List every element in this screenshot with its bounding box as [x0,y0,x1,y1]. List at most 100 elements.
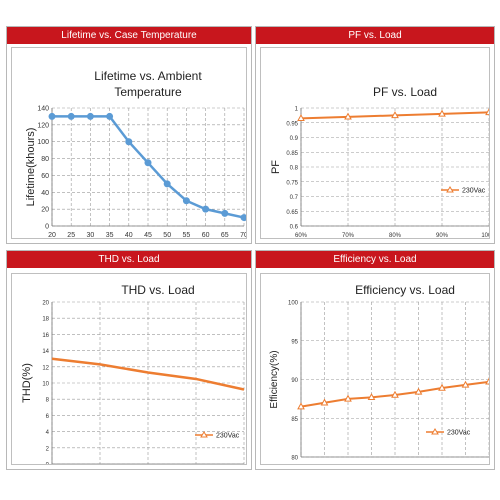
panel-efficiency: Efficiency vs. Load Efficiency vs. Load 8… [255,250,495,470]
panel-pf: PF vs. Load PF vs. Load 0.6 0.65 0.7 0.75 0.8… [255,26,495,244]
chart-box: PF vs. Load 0.6 0.65 0.7 0.75 0.8 0.85 0.9 0.95 1… [260,47,490,239]
y-axis-label: THD(%) [21,363,33,403]
y-tick-label: 4 [46,430,50,436]
y-tick-label: 120 [37,122,49,129]
x-tick-label: 100% [481,464,490,465]
x-tick-label: 80% [389,233,402,239]
data-point [461,380,470,388]
x-tick-label: 20% [295,464,308,465]
chart-title: Lifetime vs. Ambient [94,69,202,83]
y-tick-label: 60 [41,173,49,180]
chart-box: Efficiency vs. Load 80 85 90 95 100 20% 30% 40% 5… [260,273,490,465]
series-line [52,115,245,219]
y-tick-label: 0.75 [286,180,298,186]
panel-header: Efficiency vs. Load [256,251,494,268]
chart-box: THD vs. Load0246810121416182060%70%80%90… [11,273,247,465]
legend-label: 230Vac [462,188,486,195]
chart-box: Lifetime vs. Ambient Temperature 0 20 40 60 80… [11,47,247,239]
chart-title: Efficiency vs. Load [355,283,455,297]
x-tick-label: 40 [125,232,133,239]
panel-lifetime: Lifetime vs. Case Temperature Lifetime v… [6,26,252,244]
x-tick-label: 100% [481,233,490,239]
y-tick-label: 0.9 [290,136,299,142]
series-line [51,357,245,391]
data-point [320,398,329,406]
data-point [144,159,152,167]
pf-chart: PF vs. Load 0.6 0.65 0.7 0.75 0.8 0.85 0.9 0.95 1… [270,85,490,239]
x-tick-label: 80% [436,464,449,465]
x-tick-label: 35 [106,232,114,239]
thd-chart: THD vs. Load0246810121416182060%70%80%90… [21,283,245,466]
y-tick-label: 0 [46,463,50,466]
y-tick-label: 0.65 [286,210,298,216]
chart-title: THD vs. Load [121,283,194,297]
y-tick-label: 85 [291,417,298,423]
y-tick-label: 1 [295,107,299,113]
y-tick-label: 90 [291,378,298,384]
data-point [414,387,423,395]
chart-title: PF vs. Load [373,85,437,99]
data-point [221,209,229,217]
y-tick-label: 80 [291,456,298,462]
x-tick-label: 50 [163,232,171,239]
data-point [163,180,171,188]
chart-title: Temperature [114,85,182,99]
y-tick-label: 10 [42,382,49,388]
y-tick-label: 100 [37,139,49,146]
data-point [125,138,133,146]
panel-header: PF vs. Load [256,27,494,44]
y-axis-label: Lifetime(khours) [25,128,37,207]
y-tick-label: 16 [42,333,49,339]
x-tick-label: 70% [412,464,425,465]
x-tick-label: 60% [295,233,308,239]
data-point [86,112,94,120]
y-tick-label: 2 [46,446,50,452]
legend-marker [200,431,208,438]
y-tick-label: 14 [42,349,49,355]
y-tick-label: 0 [45,224,49,231]
data-point [344,394,352,402]
x-tick-label: 20 [48,232,56,239]
x-tick-label: 65 [221,232,229,239]
data-point [182,197,190,205]
panel-thd: THD vs. Load THD vs. Load 0 2 4 6 8 10 12 14 16 18… [6,250,252,470]
y-axis-label: Efficiency(%) [269,350,280,408]
y-tick-label: 8 [46,398,50,404]
x-tick-label: 50% [365,464,378,465]
data-point [391,390,399,398]
y-tick-label: 0.85 [286,151,298,157]
x-tick-label: 45 [144,232,152,239]
data-point [297,114,305,122]
x-tick-label: 40% [342,464,355,465]
panel-header: THD vs. Load [7,251,251,268]
data-point [48,112,56,120]
panel-header: Lifetime vs. Case Temperature [7,27,251,44]
data-point [202,205,210,213]
x-tick-label: 70 [240,232,247,239]
data-point [438,383,446,391]
y-tick-label: 12 [42,365,49,371]
data-point [438,109,446,117]
y-tick-label: 100 [288,301,299,307]
x-tick-label: 30 [87,232,95,239]
x-tick-label: 90% [459,464,472,465]
y-axis-label: PF [270,160,282,174]
legend-label: 230Vac [447,430,471,437]
y-tick-label: 0.6 [290,225,299,231]
data-point [297,402,305,410]
y-tick-label: 20 [42,301,49,307]
y-tick-label: 40 [41,190,49,197]
legend-marker [446,186,454,193]
x-tick-label: 55 [183,232,191,239]
x-tick-label: 25 [67,232,75,239]
data-point [391,111,399,119]
legend-marker [431,428,439,435]
x-tick-label: 70% [342,233,355,239]
y-tick-label: 20 [41,207,49,214]
data-point [485,108,489,116]
y-tick-label: 0.95 [286,121,298,127]
data-point [240,214,246,222]
data-point [485,377,489,385]
y-tick-label: 95 [291,339,298,345]
y-tick-label: 0.7 [290,195,299,201]
